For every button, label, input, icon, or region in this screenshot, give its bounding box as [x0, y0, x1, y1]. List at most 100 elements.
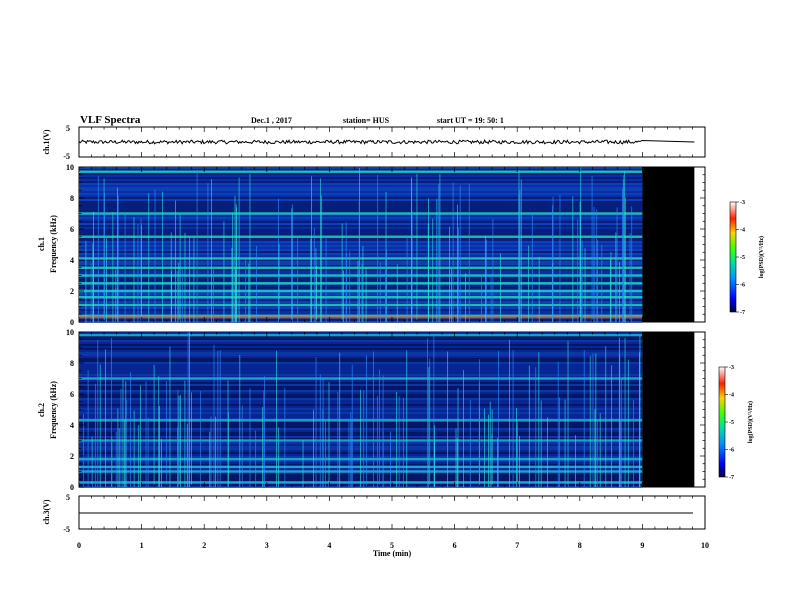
ch1-spectrogram-ylabel-freq: Frequency (kHz)	[49, 215, 58, 273]
noise-row	[79, 245, 643, 247]
emission-band	[79, 333, 643, 337]
ch2-colorbar-gradient	[718, 366, 726, 478]
noise-row	[79, 241, 643, 243]
ch2-spectrogram-panel: 0 2 4 6 8 10 ch.2 Frequency (kHz)	[37, 328, 706, 492]
ch1-ytick-bottom: -5	[63, 152, 70, 161]
noise-row	[79, 175, 643, 177]
ch2-colorbar: -3 -4 -5 -6 -7 log(PSD)(V²/Hz)	[718, 365, 754, 481]
x-tick-label: 5	[390, 541, 394, 550]
noise-row	[79, 185, 643, 187]
x-tick-label: 4	[327, 541, 331, 550]
noise-row	[79, 179, 643, 181]
noise-row	[79, 255, 643, 257]
emission-band	[79, 314, 643, 317]
noise-row	[79, 269, 643, 271]
noise-row	[79, 279, 643, 281]
noise-row	[79, 199, 643, 201]
noise-row	[79, 321, 643, 323]
noise-row	[79, 223, 643, 225]
noise-row	[79, 191, 643, 193]
noise-row	[79, 167, 643, 169]
colorbar-tick-label: -3	[740, 200, 745, 206]
noise-row	[79, 352, 643, 354]
noise-row	[79, 195, 643, 197]
noise-row	[79, 299, 643, 301]
date-label: Dec.1 , 2017	[251, 116, 292, 125]
ch2-spectrogram-ylabel-freq: Frequency (kHz)	[49, 381, 58, 439]
ch1-waveform-trace	[78, 139, 695, 145]
emission-band	[79, 170, 643, 173]
noise-row	[79, 285, 643, 287]
emission-band	[79, 257, 643, 260]
emission-band	[79, 377, 643, 380]
noise-row	[79, 201, 643, 203]
noise-row	[79, 364, 643, 366]
noise-row	[79, 338, 643, 340]
noise-row	[79, 346, 643, 348]
noise-row	[79, 273, 643, 275]
y-tick-label: 2	[70, 452, 74, 461]
noise-row	[79, 348, 643, 350]
x-tick-label: 2	[202, 541, 206, 550]
x-tick-label: 10	[701, 541, 709, 550]
noise-row	[79, 209, 643, 211]
emission-band	[79, 282, 643, 285]
noise-row	[79, 229, 643, 231]
noise-row	[79, 366, 643, 368]
noise-row	[79, 239, 643, 241]
noise-row	[79, 386, 643, 388]
chart-title: VLF Spectra	[80, 114, 141, 126]
noise-row	[79, 181, 643, 183]
noise-row	[79, 340, 643, 342]
y-tick-label: 2	[70, 287, 74, 296]
y-tick-label: 0	[70, 483, 74, 492]
noise-row	[79, 307, 643, 309]
noise-row	[79, 169, 643, 171]
colorbar-tick-label: -5	[740, 255, 745, 261]
y-tick-label: 10	[66, 163, 74, 172]
x-tick-label: 1	[140, 541, 144, 550]
noise-row	[79, 332, 643, 334]
noise-row	[79, 249, 643, 251]
emission-band	[79, 303, 643, 307]
colorbar-tick-label: -3	[729, 365, 734, 371]
noise-row	[79, 207, 643, 209]
noise-row	[79, 342, 643, 344]
noise-row	[79, 362, 643, 364]
x-tick-label: 6	[453, 541, 457, 550]
ch2-spectrogram-ylabel-ch: ch.2	[37, 403, 46, 417]
noise-row	[79, 281, 643, 283]
ch2-spectrogram-image	[79, 332, 695, 488]
noise-row	[79, 382, 643, 384]
colorbar-tick-label: -4	[740, 228, 745, 234]
noise-row	[79, 388, 643, 390]
noise-row	[79, 217, 643, 219]
noise-row	[79, 173, 643, 175]
ch2-spectrogram-ticks	[78, 331, 706, 488]
noise-row	[79, 350, 643, 352]
x-tick-label: 0	[77, 541, 81, 550]
noise-row	[79, 227, 643, 229]
colorbar-tick-label: -6	[740, 283, 745, 289]
start-ut-label: start UT = 19: 50: 1	[437, 116, 504, 125]
noise-row	[79, 193, 643, 195]
ch1-spectrogram-ticks	[78, 166, 706, 323]
ch2-colorbar-label: log(PSD)(V²/Hz)	[747, 401, 754, 443]
y-tick-label: 6	[70, 225, 74, 234]
noise-row	[79, 293, 643, 295]
x-axis-label: Time (min)	[373, 549, 412, 558]
x-tick-label: 7	[515, 541, 519, 550]
noise-row	[79, 376, 643, 378]
emission-band	[79, 274, 643, 277]
noise-row	[79, 370, 643, 372]
ch3-ytick-bottom: -5	[63, 525, 70, 534]
noise-row	[79, 183, 643, 185]
noise-row	[79, 277, 643, 279]
y-tick-label: 8	[70, 194, 74, 203]
noise-row	[79, 221, 643, 223]
x-tick-labels: 0 1 2 3 4 5 6 7 8 9 10	[77, 541, 709, 550]
ch1-spectrogram-panel: 0 2 4 6 8 10 ch.1 Frequency (kHz)	[37, 163, 706, 327]
noise-row	[79, 205, 643, 207]
noise-row	[79, 187, 643, 189]
